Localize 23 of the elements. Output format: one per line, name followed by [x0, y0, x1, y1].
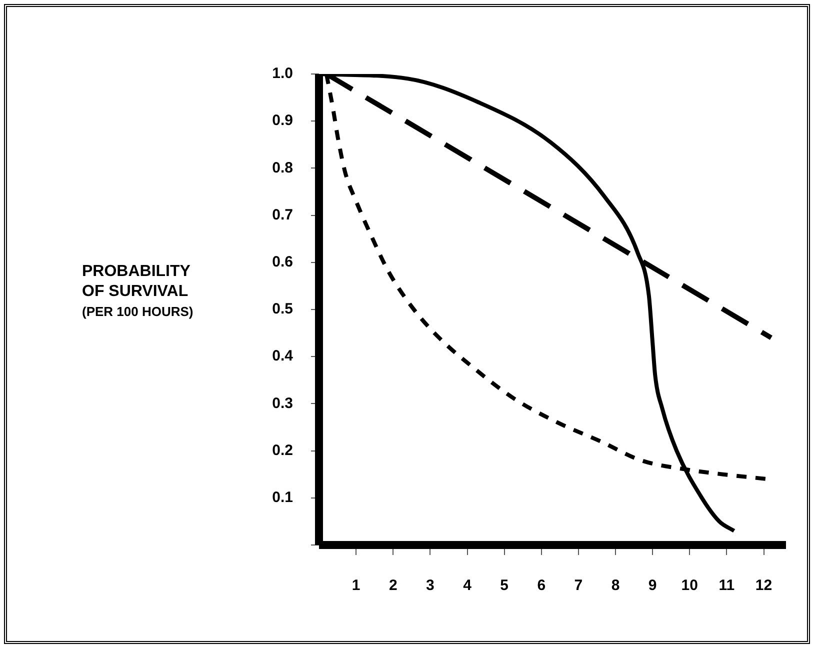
y-tick-label: 0.6 [272, 254, 293, 271]
x-tick-label: 7 [574, 577, 583, 594]
x-tick-label: 5 [500, 577, 508, 594]
y-tick-label: 0.5 [272, 300, 293, 318]
y-tick-label: 0.4 [272, 348, 294, 365]
y-tick-label: 0.8 [272, 159, 293, 176]
x-tick-label: 11 [718, 577, 735, 594]
x-tick-label: 12 [755, 577, 772, 594]
x-tick-label: 9 [648, 577, 657, 594]
y-tick-label: 0.2 [272, 442, 293, 459]
x-tick-label: 10 [681, 577, 698, 594]
y-tick-label: 0.1 [272, 489, 293, 506]
x-tick-label: 3 [426, 577, 434, 594]
text: 1.0 [272, 65, 293, 82]
y-tick-label: 0.7 [272, 206, 293, 224]
x-tick-label: 6 [537, 577, 546, 594]
y-tick-label: 0.3 [272, 394, 293, 412]
x-tick-label: 8 [611, 577, 620, 594]
x-tick-label: 4 [463, 577, 472, 594]
x-tick-label: 2 [388, 577, 398, 594]
y-tick-label: 0.9 [272, 112, 293, 130]
y-axis-title: PROBABILITY OF SURVIVAL (PER 100 HOURS) [82, 262, 194, 321]
x-tick-label: 1 [352, 577, 360, 594]
